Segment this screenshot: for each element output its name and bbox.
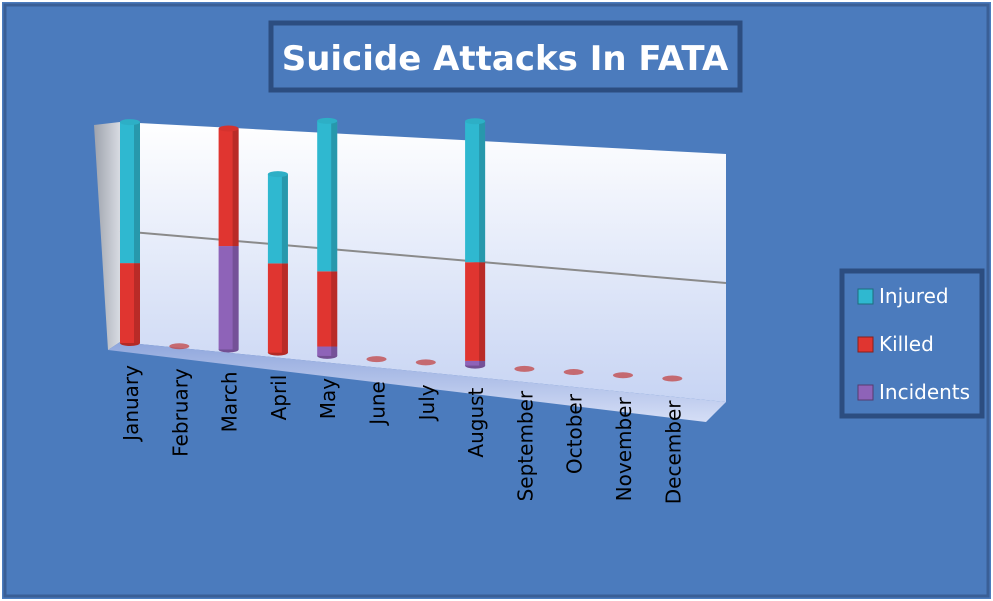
bar-segment-shade [134,122,140,264]
bar-stack-december [662,375,683,382]
chart-outer-frame [3,3,990,598]
bar-segment-shade [479,360,486,366]
bar-top-cap [218,125,239,132]
bar-stack-february [169,343,190,350]
bar-stack-september [514,365,535,372]
bar-stack-october [563,369,584,376]
bar-base [415,359,436,366]
bar-segment-shade [232,246,239,350]
bar-stack-july [415,359,436,366]
bar-stack-april [267,171,288,356]
bar-base [169,343,190,350]
category-label-february: February [168,368,192,457]
bar-base [514,365,535,372]
bar-segment-shade [281,263,288,353]
category-label-september: September [513,390,537,501]
bar-top-cap [267,171,288,178]
category-label-july: July [415,384,439,422]
bar-base [613,372,633,379]
legend-label-injured: Injured [879,284,949,308]
bar-base [366,356,387,363]
category-label-march: March [218,371,242,432]
legend-swatch-killed [857,336,874,353]
category-label-december: December [661,400,685,504]
bar-base [662,375,683,382]
bar-top-cap [120,119,140,126]
bar-base [563,369,584,376]
category-label-june: June [366,381,390,427]
category-label-november: November [612,397,636,502]
bar-stack-november [613,372,633,379]
bars-group [120,117,683,382]
bar-segment-shade [479,121,486,263]
bar-stack-may [317,117,338,359]
bar-stack-august [465,118,486,369]
category-label-april: April [267,375,291,421]
legend: Injured Killed Incidents [839,268,985,419]
chart-title-box: Suicide Attacks In FATA [268,20,743,93]
bar-segment-shade [479,262,486,361]
bar-segment-incidents [465,360,486,366]
bar-stack-january [120,119,140,346]
bar-segment-shade [331,120,338,272]
plot-side-wall [94,122,120,350]
bar-stack-march [218,125,239,353]
bar-segment-shade [331,346,338,356]
category-label-october: October [563,393,587,474]
category-label-may: May [316,378,340,420]
bar-segment-shade [134,263,140,343]
legend-items: Injured Killed Incidents [857,284,970,404]
bar-top-cap [465,118,486,125]
category-labels: January February March April May June July Augu… [119,365,685,504]
bar-segment-incidents [317,346,338,356]
legend-label-incidents: Incidents [879,380,970,404]
bar-top-cap [317,117,338,124]
legend-swatch-incidents [857,384,874,401]
legend-swatch-injured [857,288,874,305]
bar-segment-shade [331,271,338,347]
bar-stack-june [366,356,387,363]
category-label-january: January [119,365,143,443]
category-label-august: August [464,387,488,457]
bar-segment-shade [232,128,239,247]
chart-title: Suicide Attacks In FATA [282,39,729,79]
bar-segment-shade [281,174,288,264]
plot-floor [108,342,726,422]
legend-label-killed: Killed [879,332,934,356]
chart-title-border [268,20,743,93]
